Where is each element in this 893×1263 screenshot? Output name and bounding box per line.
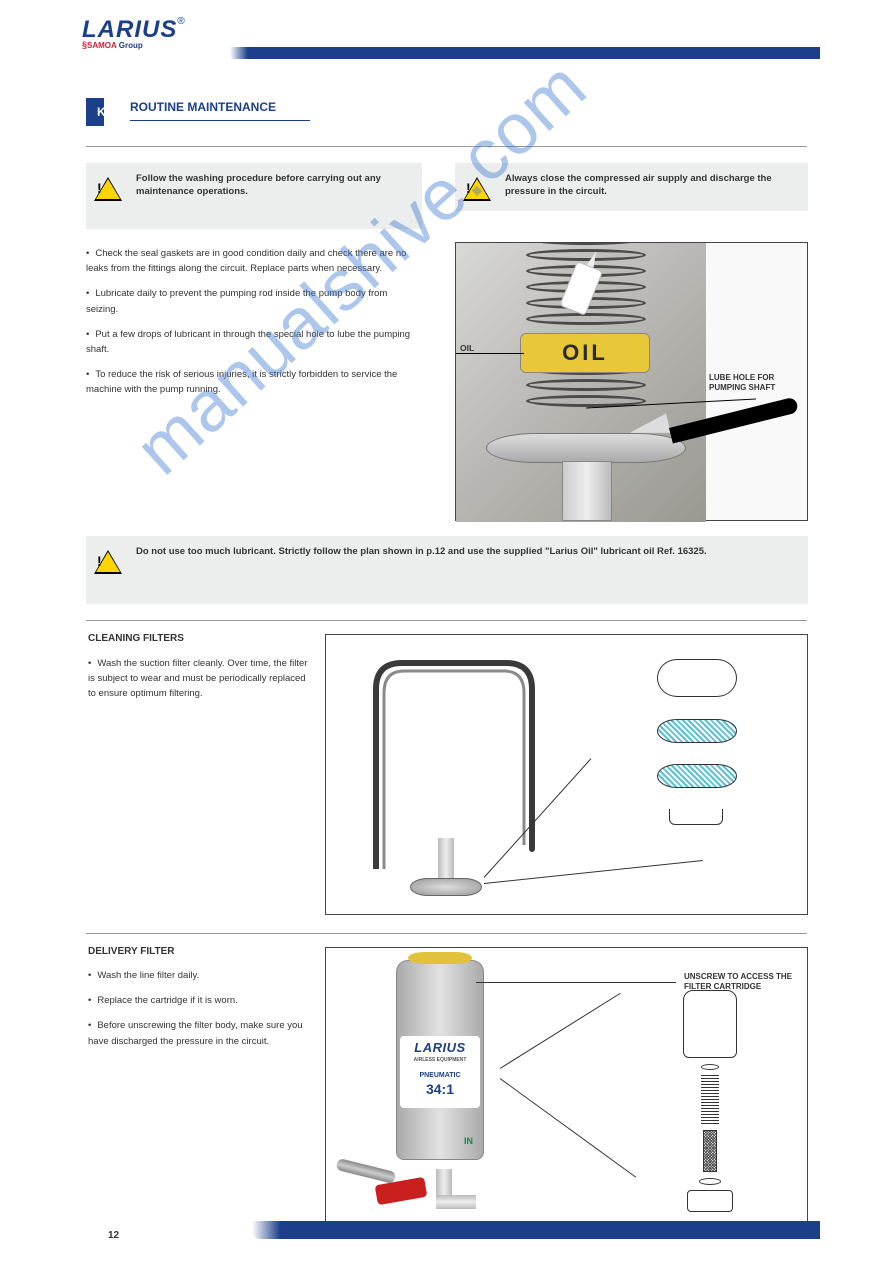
warning-text-3: Do not use too much lubricant. Strictly … [136,546,798,559]
divider [86,933,807,934]
pump-photo: OIL [456,243,706,522]
footer-product: MIX24:1 - MIX34:1 [698,1241,773,1251]
suction-filter-text: Wash the suction filter cleanly. Over ti… [88,656,308,712]
bullet-d2: Replace the cartridge if it is worn. [88,993,308,1008]
bullet-4: To reduce the risk of serious injuries, … [86,367,422,397]
filter-cap [408,952,472,964]
filter-mesh-disc [657,719,737,743]
o-ring [701,1064,719,1070]
bullet-2: Lubricate daily to prevent the pumping r… [86,286,422,316]
callout-line [476,982,676,983]
figure-suction-filter [325,634,808,915]
page-number: 12 [108,1230,119,1241]
warning-exclamation: ! [466,180,471,196]
figure-delivery-filter: LARIUS AIRLESS EQUIPMENT PNEUMATIC 34:1 … [325,947,808,1228]
filter-cartridge [703,1130,717,1172]
header: LARIUS® §SAMOA Group [0,0,893,60]
label-subtext: AIRLESS EQUIPMENT [414,1057,467,1063]
suction-foot [410,878,482,896]
body-text-left: Check the seal gaskets are in good condi… [86,246,422,408]
callout-line [456,353,524,354]
suction-rod [346,649,566,869]
delivery-filter-exploded [665,990,755,1210]
warning-box-2: ! Always close the compressed air supply… [455,163,808,211]
flange [486,433,686,463]
oil-label: OIL [460,343,474,353]
subtitle-cleaning-filters: CLEANING FILTERS [88,633,184,644]
divider [86,146,807,147]
divider [86,620,807,621]
bullet-d1: Wash the line filter daily. [88,968,308,983]
bullet-3: Put a few drops of lubricant in through … [86,327,422,357]
logo-text: LARIUS [82,16,177,43]
subtitle-delivery-filter: DELIVERY FILTER [88,946,175,957]
bullet-1: Check the seal gaskets are in good condi… [86,246,422,276]
suction-stem [438,838,454,878]
logo-sub-brand: SAMOA [87,41,116,50]
suction-filter-exploded [627,659,767,879]
filter-cap [657,659,737,697]
section-title: ROUTINE MAINTENANCE [130,100,310,121]
in-label: IN [464,1136,473,1146]
bullet-d3: Before unscrewing the filter body, make … [88,1018,308,1048]
logo: LARIUS® §SAMOA Group [82,16,185,50]
footer-bar [252,1221,820,1239]
logo-sub-suffix: Group [119,41,143,50]
shaft [562,461,612,521]
oil-band: OIL [520,333,650,373]
section-letter: K [97,105,106,119]
o-ring [699,1178,721,1185]
filter-base [687,1190,733,1212]
filter-product-label: LARIUS AIRLESS EQUIPMENT PNEUMATIC 34:1 [400,1036,480,1108]
unscrew-label: UNSCREW TO ACCESS THE FILTER CARTRIDGE [684,972,794,991]
filter-spring [701,1074,719,1124]
warning-box-1: ! Follow the washing procedure before ca… [86,163,422,229]
brand-name: LARIUS [414,1040,465,1055]
warning-exclamation: ! [97,180,102,196]
elbow-fitting [414,1169,474,1215]
delivery-filter-text: Wash the line filter daily. Replace the … [88,968,308,1059]
warning-box-3: ! Do not use too much lubricant. Strictl… [86,536,808,604]
warning-text-2: Always close the compressed air supply a… [505,173,798,199]
retaining-clip [669,809,723,825]
lube-hole-label: LUBE HOLE FOR PUMPING SHAFT [709,373,799,392]
warning-exclamation: ! [97,553,102,569]
figure-lubrication: OIL OIL LUBE HOLE FOR PUMPING SHAFT [455,242,808,521]
header-rule [230,47,820,59]
warning-text-1: Follow the washing procedure before carr… [136,173,412,199]
model-label: 34:1 [426,1081,454,1097]
bullet-suction: Wash the suction filter cleanly. Over ti… [88,656,308,702]
filter-body [683,990,737,1058]
pneumatic-label: PNEUMATIC [419,1072,460,1079]
hose [335,1158,396,1184]
logo-registered: ® [177,16,184,27]
filter-mesh-disc [657,764,737,788]
